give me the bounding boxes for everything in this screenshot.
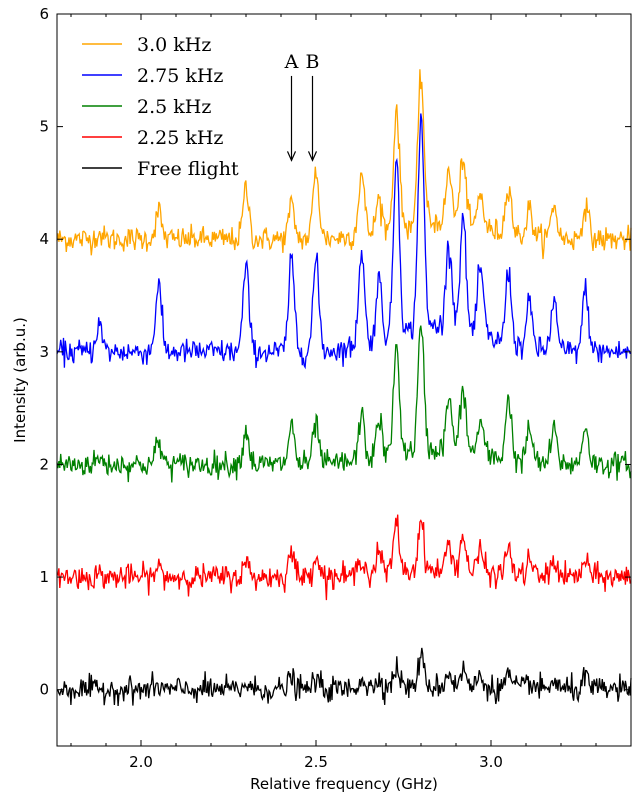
- plot-frame: [56, 13, 632, 747]
- series-line-0: [56, 69, 632, 260]
- series-line-2: [56, 325, 632, 483]
- y-tick-label: 0: [39, 681, 49, 699]
- y-tick-label: 2: [39, 455, 49, 473]
- annotation-arrowhead: [286, 151, 297, 162]
- legend-label: 3.0 kHz: [137, 34, 211, 56]
- y-tick-label: 6: [39, 5, 49, 23]
- x-tick-label: 2.0: [129, 753, 153, 771]
- ticks-group: 2.0 2.5 3.0 0 1 2 3 4 5 6: [39, 5, 631, 771]
- annotation-label-a: A: [284, 51, 299, 73]
- y-tick-label: 1: [39, 568, 49, 586]
- series-line-4: [56, 647, 632, 707]
- y-axis-label: Intensity (arb.u.): [11, 317, 29, 443]
- annotation-label-b: B: [306, 51, 320, 73]
- legend-label: Free flight: [137, 158, 239, 180]
- legend-label: 2.5 kHz: [137, 96, 211, 118]
- y-tick-label: 4: [39, 230, 49, 248]
- series-line-3: [56, 514, 632, 601]
- legend-label: 2.75 kHz: [137, 65, 223, 87]
- legend-label: 2.25 kHz: [137, 127, 223, 149]
- y-tick-label: 3: [39, 343, 49, 361]
- traces-group: [56, 69, 632, 707]
- x-tick-label: 2.5: [304, 753, 328, 771]
- axes-group: [56, 13, 632, 747]
- series-line-1: [56, 113, 632, 370]
- legend: 3.0 kHz 2.75 kHz 2.5 kHz 2.25 kHz Free fligh…: [82, 34, 239, 180]
- x-tick-label: 3.0: [479, 753, 503, 771]
- y-tick-label: 5: [39, 118, 49, 136]
- x-axis-label: Relative frequency (GHz): [250, 775, 438, 793]
- annotation-arrowhead: [307, 151, 318, 162]
